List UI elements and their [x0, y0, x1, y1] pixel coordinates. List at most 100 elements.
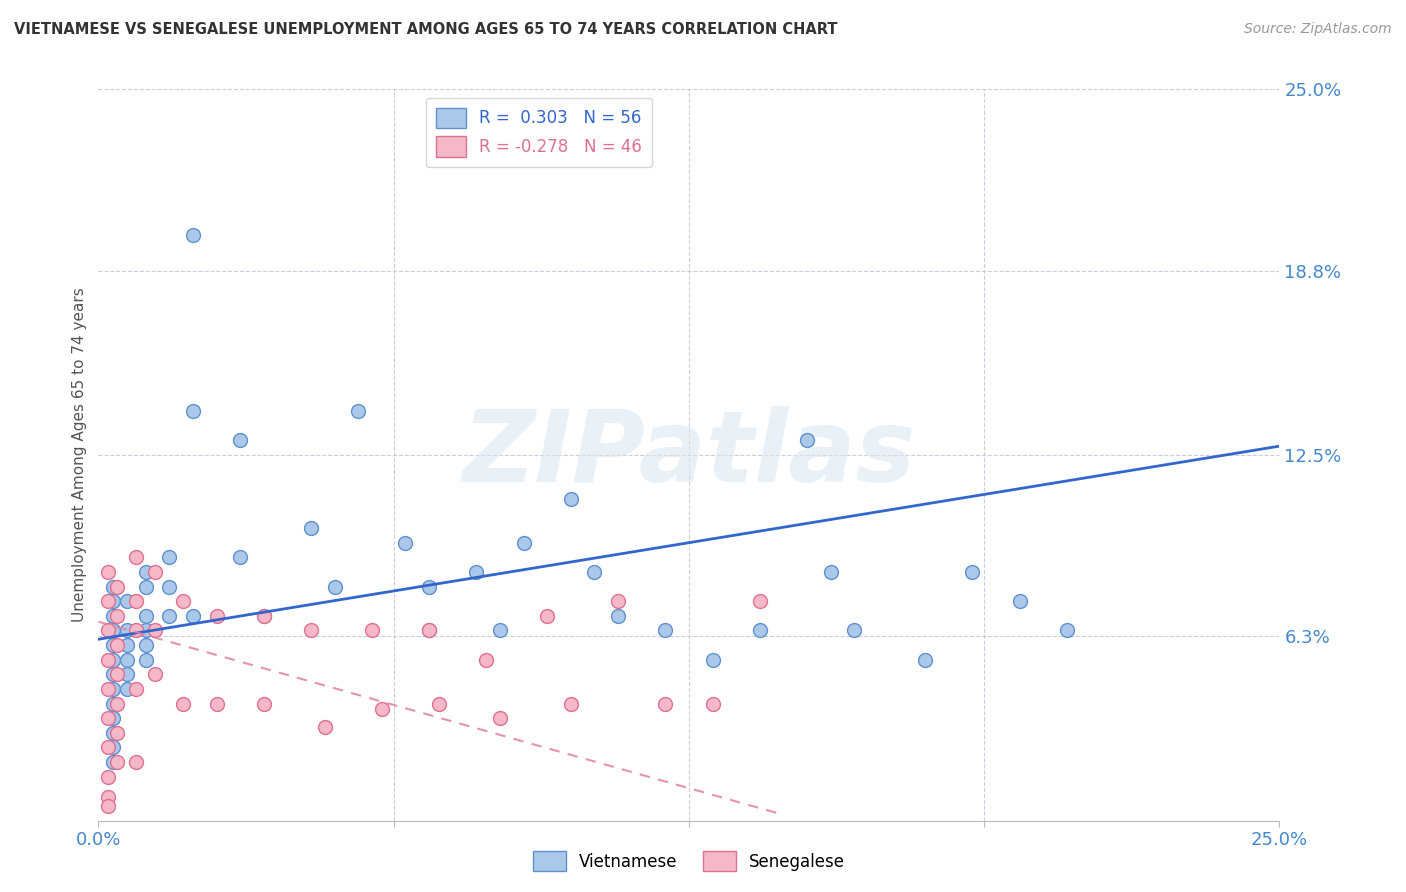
- Point: [844, 624, 866, 638]
- Point: [394, 535, 416, 549]
- Point: [205, 697, 228, 711]
- Point: [371, 702, 394, 716]
- Point: [143, 667, 166, 681]
- Point: [299, 521, 322, 535]
- Point: [914, 653, 936, 667]
- Point: [536, 608, 558, 623]
- Point: [97, 790, 120, 805]
- Point: [135, 638, 157, 652]
- Text: VIETNAMESE VS SENEGALESE UNEMPLOYMENT AMONG AGES 65 TO 74 YEARS CORRELATION CHAR: VIETNAMESE VS SENEGALESE UNEMPLOYMENT AM…: [14, 22, 838, 37]
- Point: [475, 653, 498, 667]
- Point: [97, 799, 120, 814]
- Point: [97, 565, 120, 579]
- Point: [962, 565, 984, 579]
- Point: [105, 608, 128, 623]
- Point: [115, 667, 138, 681]
- Point: [101, 653, 124, 667]
- Point: [105, 697, 128, 711]
- Point: [560, 491, 582, 506]
- Point: [125, 550, 148, 565]
- Point: [105, 726, 128, 740]
- Point: [115, 594, 138, 608]
- Point: [101, 697, 124, 711]
- Point: [796, 434, 818, 448]
- Point: [125, 755, 148, 769]
- Point: [115, 638, 138, 652]
- Point: [97, 594, 120, 608]
- Point: [101, 594, 124, 608]
- Point: [181, 404, 204, 418]
- Point: [115, 681, 138, 696]
- Point: [299, 624, 322, 638]
- Point: [418, 580, 440, 594]
- Point: [253, 608, 276, 623]
- Point: [229, 434, 252, 448]
- Point: [181, 608, 204, 623]
- Point: [702, 653, 724, 667]
- Point: [97, 740, 120, 755]
- Point: [125, 681, 148, 696]
- Point: [105, 755, 128, 769]
- Point: [512, 535, 534, 549]
- Point: [135, 624, 157, 638]
- Point: [583, 565, 606, 579]
- Point: [97, 711, 120, 725]
- Point: [101, 608, 124, 623]
- Y-axis label: Unemployment Among Ages 65 to 74 years: Unemployment Among Ages 65 to 74 years: [72, 287, 87, 623]
- Point: [347, 404, 370, 418]
- Point: [1008, 594, 1031, 608]
- Point: [607, 594, 630, 608]
- Point: [418, 624, 440, 638]
- Point: [101, 740, 124, 755]
- Point: [135, 653, 157, 667]
- Point: [427, 697, 450, 711]
- Point: [157, 550, 180, 565]
- Point: [560, 697, 582, 711]
- Point: [97, 681, 120, 696]
- Point: [181, 228, 204, 243]
- Point: [748, 594, 770, 608]
- Point: [101, 638, 124, 652]
- Point: [489, 711, 512, 725]
- Point: [702, 697, 724, 711]
- Point: [105, 667, 128, 681]
- Point: [1056, 624, 1078, 638]
- Point: [205, 608, 228, 623]
- Point: [101, 711, 124, 725]
- Point: [101, 681, 124, 696]
- Point: [465, 565, 488, 579]
- Point: [135, 565, 157, 579]
- Point: [125, 624, 148, 638]
- Point: [489, 624, 512, 638]
- Point: [101, 580, 124, 594]
- Point: [654, 624, 676, 638]
- Point: [361, 624, 384, 638]
- Text: Source: ZipAtlas.com: Source: ZipAtlas.com: [1244, 22, 1392, 37]
- Point: [105, 638, 128, 652]
- Point: [97, 770, 120, 784]
- Point: [820, 565, 842, 579]
- Point: [101, 726, 124, 740]
- Point: [143, 565, 166, 579]
- Point: [748, 624, 770, 638]
- Point: [229, 550, 252, 565]
- Point: [314, 720, 336, 734]
- Point: [157, 608, 180, 623]
- Point: [172, 697, 194, 711]
- Legend: Vietnamese, Senegalese: Vietnamese, Senegalese: [526, 845, 852, 878]
- Point: [654, 697, 676, 711]
- Point: [105, 580, 128, 594]
- Point: [135, 608, 157, 623]
- Point: [253, 608, 276, 623]
- Point: [101, 755, 124, 769]
- Point: [607, 608, 630, 623]
- Point: [157, 580, 180, 594]
- Point: [101, 624, 124, 638]
- Point: [97, 624, 120, 638]
- Point: [323, 580, 346, 594]
- Point: [125, 594, 148, 608]
- Point: [97, 653, 120, 667]
- Point: [143, 624, 166, 638]
- Point: [418, 624, 440, 638]
- Point: [101, 667, 124, 681]
